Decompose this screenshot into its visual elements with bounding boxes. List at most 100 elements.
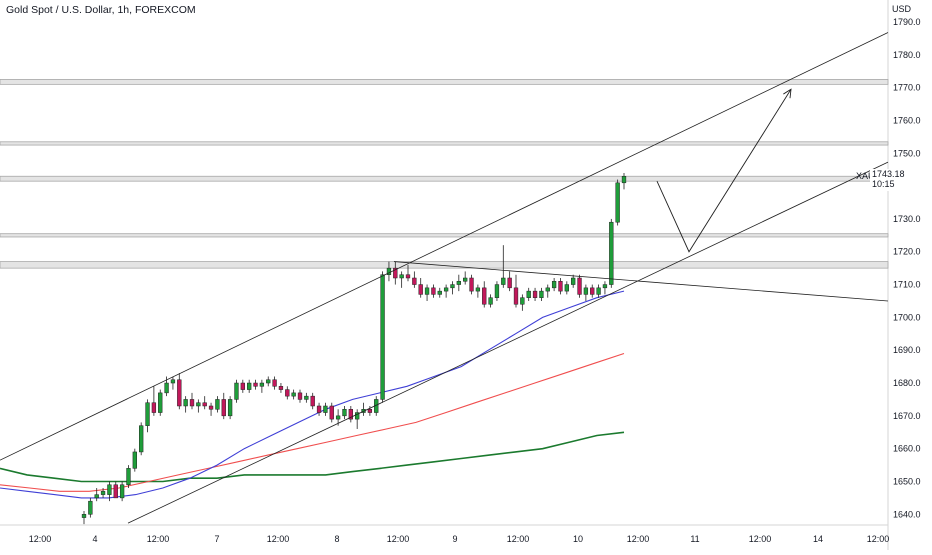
candle-up xyxy=(602,284,608,289)
candle-up xyxy=(475,287,481,292)
candle-up xyxy=(424,287,430,295)
candle-up xyxy=(119,484,125,499)
candle-up xyxy=(342,409,347,417)
candle-down xyxy=(482,287,487,305)
candle-up xyxy=(551,281,557,289)
candle-up xyxy=(247,382,252,390)
candle-down xyxy=(558,281,563,292)
candle-down xyxy=(513,287,519,305)
candle-up xyxy=(399,274,404,279)
candle-up xyxy=(304,395,309,400)
price-tick-label: 1670.0 xyxy=(893,411,921,421)
ma-slow-line xyxy=(0,431,625,483)
candle-down xyxy=(348,409,353,420)
sr-zone-3 xyxy=(0,175,889,182)
time-tick-label: 12:00 xyxy=(507,534,530,544)
price-tick-label: 1660.0 xyxy=(893,444,921,454)
candle-up xyxy=(615,182,620,223)
candle-down xyxy=(113,484,118,499)
candle-up xyxy=(621,176,627,184)
candle-down xyxy=(367,409,373,413)
candle-down xyxy=(431,287,436,295)
candle-up xyxy=(88,500,93,515)
time-tick-label: 4 xyxy=(92,534,97,544)
time-tick-label: 12:00 xyxy=(627,534,650,544)
candle-down xyxy=(297,392,303,400)
candle-down xyxy=(221,399,226,417)
candle-up xyxy=(234,382,239,400)
candle-down xyxy=(507,277,512,289)
price-tick-label: 1650.0 xyxy=(893,476,921,486)
trendline-1 xyxy=(0,32,889,461)
candle-up xyxy=(463,277,468,282)
time-tick-label: 12:00 xyxy=(147,534,170,544)
bar-countdown: 10:15 xyxy=(872,179,895,189)
candle-down xyxy=(189,399,195,407)
candle-up xyxy=(520,297,525,305)
candle-up xyxy=(450,284,455,289)
price-tick-label: 1680.0 xyxy=(893,378,921,388)
price-axis-unit: USD xyxy=(892,4,912,14)
candle-down xyxy=(177,379,182,407)
time-tick-label: 12:00 xyxy=(29,534,52,544)
candle-up xyxy=(323,405,328,413)
candle-up xyxy=(215,399,220,410)
ma-fast-line xyxy=(0,290,625,499)
time-tick-label: 12:00 xyxy=(749,534,772,544)
candle-up xyxy=(183,399,188,407)
time-tick-label: 8 xyxy=(334,534,339,544)
candle-up xyxy=(443,287,449,292)
sr-zone-4 xyxy=(0,233,889,238)
candle-up xyxy=(583,287,589,295)
candle-up xyxy=(94,494,99,499)
candle-up xyxy=(227,399,233,417)
candle-up xyxy=(596,287,601,295)
candle-up xyxy=(170,379,176,384)
candle-down xyxy=(285,389,290,397)
candle-down xyxy=(202,402,207,407)
candle-up xyxy=(81,514,87,518)
candle-down xyxy=(240,382,245,390)
candle-down xyxy=(405,274,411,279)
candle-up xyxy=(355,412,360,420)
candle-up xyxy=(158,392,163,413)
time-tick-label: 14 xyxy=(813,534,823,544)
candle-down xyxy=(278,386,284,390)
candle-down xyxy=(329,405,334,420)
candle-up xyxy=(501,277,506,285)
candle-down xyxy=(469,277,474,292)
candle-up xyxy=(545,287,550,292)
candle-up xyxy=(494,284,500,298)
trendline-2 xyxy=(127,161,889,524)
price-tick-label: 1710.0 xyxy=(893,280,921,290)
candle-up xyxy=(100,491,106,495)
price-tick-label: 1690.0 xyxy=(893,345,921,355)
sr-zone-5 xyxy=(0,261,889,269)
candle-up xyxy=(571,277,576,285)
candle-up xyxy=(380,274,385,400)
candle-up xyxy=(335,415,341,420)
candle-up xyxy=(526,290,531,298)
price-tick-label: 1750.0 xyxy=(893,148,921,158)
candle-up xyxy=(145,402,150,426)
candle-down xyxy=(590,287,595,295)
time-tick-label: 9 xyxy=(452,534,457,544)
projection-path xyxy=(656,89,792,253)
candle-up xyxy=(609,221,614,285)
time-tick-label: 11 xyxy=(690,534,699,544)
candle-up xyxy=(291,392,296,397)
candle-up xyxy=(196,402,201,407)
candle-up xyxy=(126,468,131,486)
sr-zone-2 xyxy=(0,141,889,146)
candle-up xyxy=(266,379,271,384)
candle-down xyxy=(393,267,398,279)
candle-down xyxy=(316,405,322,413)
time-tick-label: 10 xyxy=(573,534,583,544)
time-tick-label: 12:00 xyxy=(267,534,290,544)
candle-down xyxy=(253,382,258,387)
time-tick-label: 7 xyxy=(214,534,219,544)
candle-down xyxy=(272,379,277,387)
candle-up xyxy=(386,267,392,275)
